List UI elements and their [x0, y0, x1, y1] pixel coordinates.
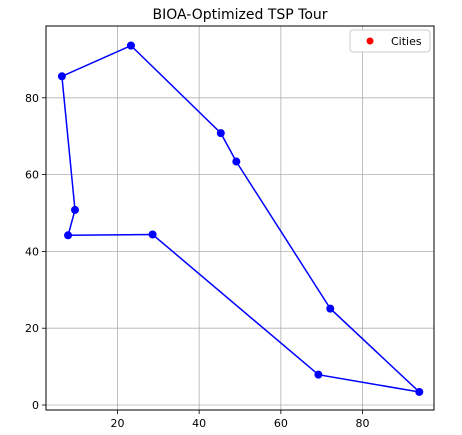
chart-title: BIOA-Optimized TSP Tour: [152, 7, 327, 23]
city-point-10: [126, 41, 135, 50]
legend: Cities: [349, 29, 431, 53]
y-tick-label: 80: [25, 92, 39, 105]
legend-box: [349, 29, 431, 53]
city-point-4: [148, 230, 157, 239]
plot-area: [57, 41, 424, 396]
x-tick-label: 20: [110, 417, 124, 430]
city-point-7: [326, 304, 335, 313]
legend-marker-cities: [366, 37, 374, 45]
grid: [46, 26, 434, 410]
axis-ticks: 20 40 60 80 0 20 40 60 80: [25, 92, 370, 430]
x-tick-label: 80: [356, 417, 370, 430]
city-point-6: [415, 387, 424, 396]
city-point-1: [57, 72, 66, 81]
city-point-9: [216, 129, 225, 138]
x-tick-label: 40: [192, 417, 206, 430]
legend-label-cities: Cities: [391, 35, 422, 48]
city-point-2: [70, 205, 79, 214]
plot-frame: [45, 25, 435, 411]
y-tick-label: 20: [25, 322, 39, 335]
city-point-3: [64, 231, 73, 240]
y-tick-label: 0: [32, 399, 39, 412]
x-tick-label: 60: [274, 417, 288, 430]
city-point-8: [232, 157, 241, 166]
city-point-5: [314, 370, 323, 379]
y-tick-label: 60: [25, 169, 39, 182]
y-tick-label: 40: [25, 245, 39, 258]
